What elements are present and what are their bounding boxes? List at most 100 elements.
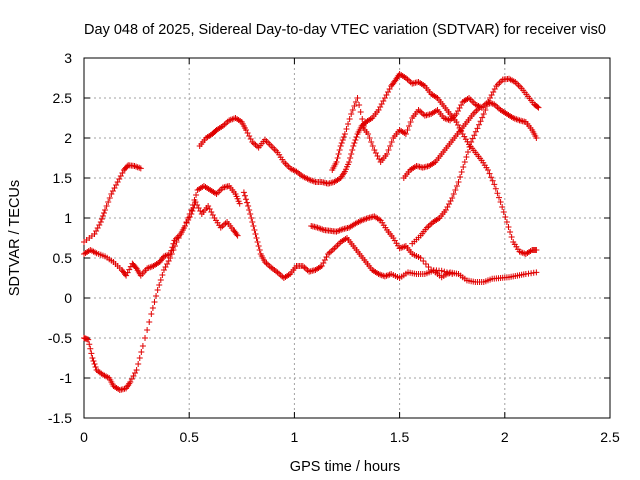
data-point (417, 255, 424, 261)
data-point (321, 257, 328, 263)
data-point (449, 271, 456, 277)
data-point (159, 272, 166, 278)
data-point (169, 244, 176, 251)
data-point (189, 208, 196, 214)
axis-ticks (83, 57, 611, 419)
data-point (353, 134, 360, 140)
data-point (338, 140, 345, 146)
data-point (383, 151, 390, 157)
data-point (489, 177, 496, 184)
x-tick-label: 1 (291, 429, 299, 445)
data-point (137, 165, 144, 172)
series-track-1 (81, 162, 144, 245)
data-point (256, 247, 263, 253)
data-point (454, 108, 461, 114)
grid-lines (84, 58, 610, 418)
data-point (407, 119, 414, 125)
series-track-10 (329, 95, 367, 173)
data-point (535, 104, 542, 111)
data-point (103, 203, 110, 209)
data-point (333, 159, 340, 165)
data-point (354, 95, 361, 101)
data-point (343, 126, 350, 132)
data-point (119, 170, 126, 176)
data-point (350, 143, 357, 149)
data-point (109, 188, 116, 194)
data-point (533, 247, 540, 253)
data-point (325, 251, 332, 257)
data-point (253, 235, 260, 241)
data-point (326, 249, 333, 256)
data-point (461, 159, 468, 165)
series-track-2 (81, 183, 243, 393)
data-point (351, 140, 358, 146)
data-point (241, 192, 248, 199)
data-point (94, 225, 101, 231)
data-point (500, 209, 507, 215)
data-point (233, 231, 240, 238)
y-tick-labels: -1.5 -1 -0.5 0 0.5 1 1.5 2 2.5 3 (48, 50, 72, 426)
data-point (252, 141, 259, 148)
data-point (374, 153, 381, 159)
data-point (186, 214, 193, 220)
x-tick-labels: 0 0.5 1 1.5 2 2.5 (80, 429, 620, 445)
data-point (88, 350, 95, 357)
data-point (96, 222, 103, 228)
x-axis-label: GPS time / hours (290, 459, 400, 475)
data-point (366, 135, 373, 141)
data-point (474, 125, 481, 132)
data-point (183, 220, 190, 226)
series-track-5 (240, 189, 540, 285)
data-point (164, 261, 171, 267)
data-point (533, 269, 540, 276)
y-tick-label: 3 (64, 50, 72, 66)
data-point (157, 277, 164, 283)
data-point (341, 131, 348, 137)
data-point (190, 205, 197, 211)
data-point (195, 205, 202, 211)
data-point (477, 118, 484, 125)
data-point (87, 345, 94, 352)
data-point (386, 86, 393, 92)
data-point (507, 229, 514, 235)
data-point (454, 122, 461, 128)
data-point (243, 196, 250, 203)
data-point (368, 139, 375, 145)
data-point (472, 128, 479, 135)
data-point (117, 173, 124, 179)
data-point (444, 204, 451, 210)
data-point (387, 143, 394, 149)
data-point (156, 282, 163, 288)
data-point (234, 232, 241, 239)
data-point (98, 216, 105, 222)
data-point (446, 201, 453, 207)
plot-frame (83, 57, 611, 419)
data-point (359, 116, 366, 122)
data-point (443, 269, 450, 276)
data-point (336, 147, 343, 153)
data-point (133, 367, 140, 373)
data-point (249, 139, 256, 145)
data-point (494, 104, 501, 111)
data-point (508, 234, 515, 240)
data-point (128, 376, 135, 382)
series-track-9 (400, 104, 483, 181)
data-point (197, 208, 204, 214)
data-point (469, 135, 476, 142)
data-point (106, 195, 113, 201)
data-point (116, 176, 123, 182)
data-point (491, 181, 498, 188)
data-point (484, 167, 491, 173)
data-point (407, 79, 414, 86)
data-point (146, 319, 153, 325)
data-point (99, 213, 106, 219)
x-tick-label: 1.5 (390, 429, 410, 445)
data-point (323, 254, 330, 260)
data-point (388, 139, 395, 145)
data-point (356, 102, 363, 108)
data-point (369, 143, 376, 149)
data-point (142, 335, 149, 341)
data-point (208, 209, 215, 215)
data-point (251, 227, 258, 233)
data-point (206, 206, 213, 212)
